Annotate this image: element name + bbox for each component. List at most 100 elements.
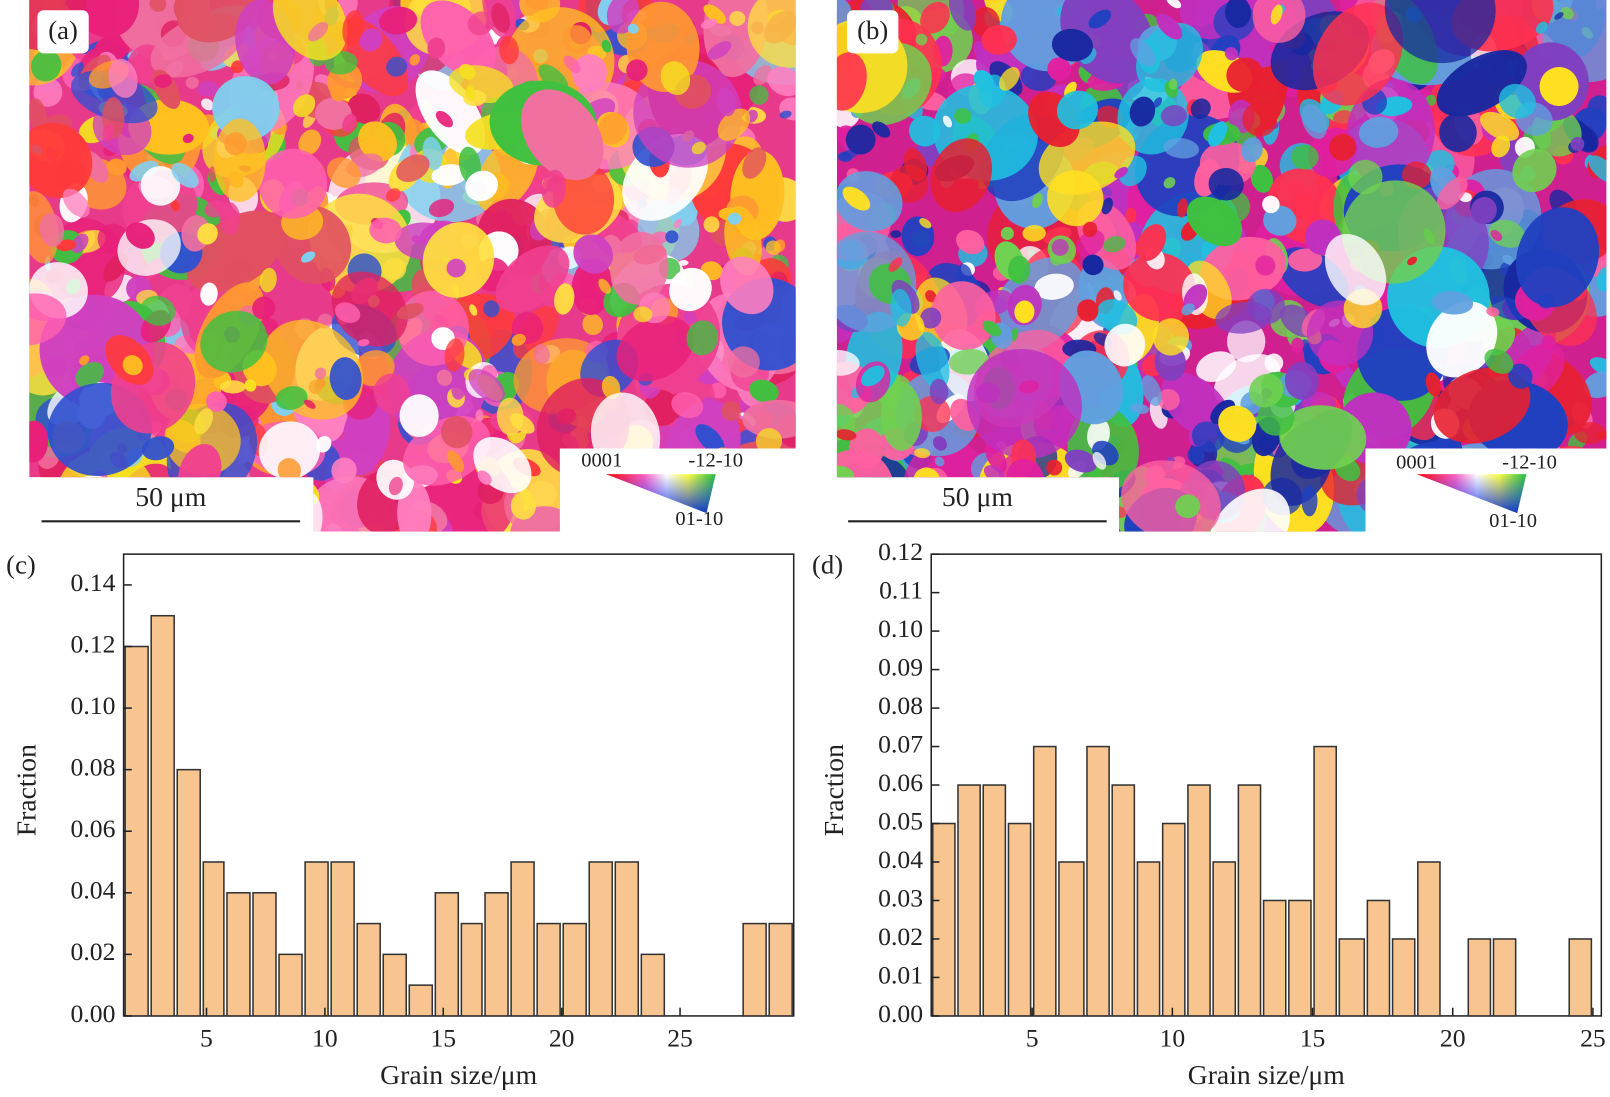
grain <box>60 475 123 531</box>
grain <box>728 519 747 531</box>
grain <box>855 483 893 513</box>
grain <box>703 4 726 24</box>
bar <box>226 892 251 1017</box>
grain <box>79 355 90 366</box>
grain <box>385 188 401 202</box>
grain <box>999 67 1020 91</box>
bar <box>1007 822 1032 1017</box>
grain <box>396 303 424 320</box>
grain <box>603 478 612 489</box>
bar <box>1391 938 1416 1017</box>
grain <box>326 157 361 189</box>
grain <box>1114 167 1129 179</box>
grain <box>695 424 725 454</box>
grain <box>948 0 977 31</box>
grain <box>627 23 639 34</box>
grain <box>208 496 244 532</box>
grain <box>1583 371 1607 399</box>
grain <box>890 288 912 327</box>
grain <box>1329 133 1357 161</box>
grain <box>610 231 669 305</box>
grain <box>1601 521 1607 531</box>
grain <box>1291 144 1319 170</box>
bar <box>150 614 175 1017</box>
grain <box>727 346 760 378</box>
grain <box>554 283 575 315</box>
grain <box>919 218 932 229</box>
bar <box>484 892 509 1017</box>
grain <box>71 233 89 253</box>
ipf-label: 0001 <box>1396 452 1437 474</box>
x-tick-label: 25 <box>667 1023 693 1052</box>
grain <box>652 515 671 532</box>
ipf-label: 0001 <box>581 449 622 471</box>
grain <box>982 320 1002 337</box>
grain <box>1226 57 1264 93</box>
grain <box>1264 353 1284 373</box>
grain <box>1512 148 1557 193</box>
grain <box>1163 138 1200 159</box>
grain <box>213 118 266 202</box>
grain <box>1371 497 1414 532</box>
grain <box>915 33 928 46</box>
grain <box>468 369 505 403</box>
grain <box>29 293 67 346</box>
grain <box>315 97 352 130</box>
grain <box>1436 176 1468 210</box>
grain <box>409 54 421 66</box>
grain <box>359 28 383 52</box>
grain <box>369 217 402 244</box>
bar <box>1568 938 1593 1017</box>
grain <box>1181 303 1195 316</box>
bar <box>510 861 535 1017</box>
grain <box>347 93 381 124</box>
grain <box>224 132 247 156</box>
grain <box>39 213 65 247</box>
grain <box>325 523 342 532</box>
grain <box>1092 451 1107 470</box>
bar <box>536 922 561 1017</box>
grain <box>1423 484 1440 505</box>
panel-label: (a) <box>48 15 78 45</box>
grain <box>836 513 867 532</box>
grain <box>660 61 691 95</box>
grain <box>427 37 446 59</box>
grain <box>170 199 180 212</box>
grain <box>836 429 857 441</box>
grain <box>200 310 268 373</box>
y-tick-label: 0.01 <box>878 960 923 989</box>
grain <box>444 338 465 372</box>
grain <box>1215 301 1273 334</box>
grain <box>1578 462 1588 472</box>
grain <box>934 456 945 467</box>
grain <box>149 0 167 12</box>
grain <box>671 392 704 419</box>
y-tick-label: 0.14 <box>71 568 116 597</box>
grain <box>435 110 453 128</box>
grain <box>1535 491 1546 503</box>
grain <box>920 307 942 329</box>
grain <box>1047 57 1072 81</box>
bar <box>614 861 640 1017</box>
grain <box>272 0 348 61</box>
grain <box>1186 196 1243 247</box>
grain <box>525 0 549 10</box>
grain <box>1014 300 1035 324</box>
grain <box>1426 301 1498 378</box>
bar <box>278 953 303 1017</box>
grain <box>65 493 76 502</box>
bar <box>1187 784 1211 1017</box>
grain <box>1082 254 1104 276</box>
grain <box>1008 255 1031 284</box>
bar <box>1136 861 1161 1017</box>
y-tick-label: 0.04 <box>878 845 923 874</box>
y-tick-label: 0.08 <box>878 691 923 720</box>
bar <box>202 861 225 1017</box>
grain <box>873 503 902 532</box>
grain <box>1490 230 1503 242</box>
grain <box>1384 0 1496 64</box>
grain <box>1051 238 1069 256</box>
y-tick-label: 0.12 <box>71 629 116 658</box>
